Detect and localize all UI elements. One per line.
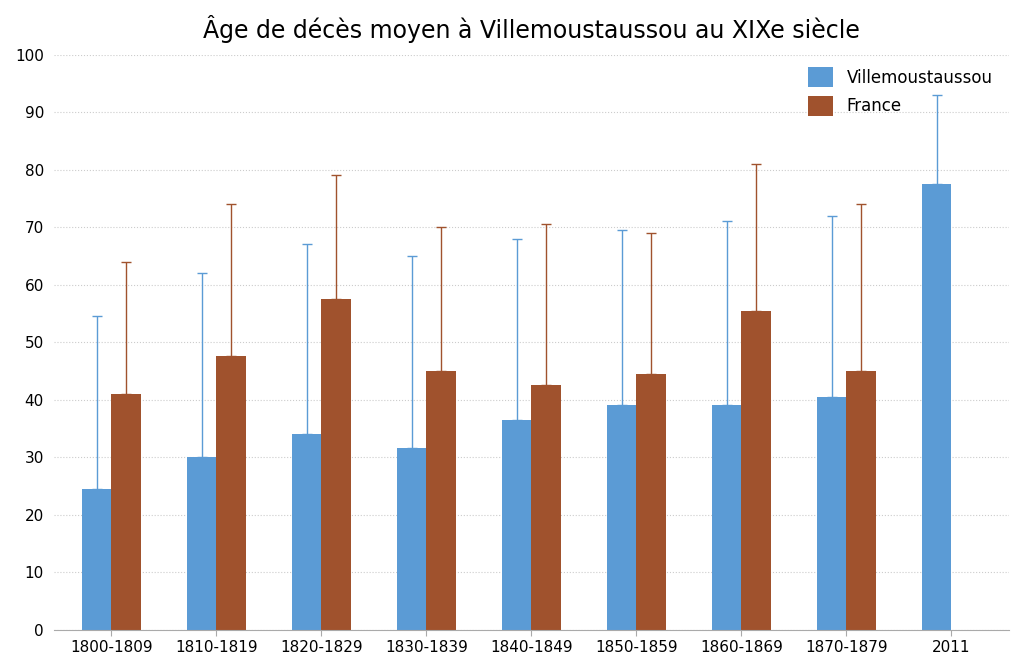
Bar xyxy=(112,394,140,630)
Bar xyxy=(322,299,350,630)
Bar xyxy=(502,419,531,630)
Bar xyxy=(741,310,771,630)
Bar xyxy=(216,356,246,630)
Bar xyxy=(712,405,741,630)
Bar xyxy=(292,434,322,630)
Bar xyxy=(397,448,426,630)
Bar xyxy=(922,184,951,630)
Bar xyxy=(82,488,112,630)
Bar xyxy=(846,371,876,630)
Bar xyxy=(607,405,636,630)
Legend: Villemoustaussou, France: Villemoustaussou, France xyxy=(802,60,999,123)
Title: Âge de décès moyen à Villemoustaussou au XIXe siècle: Âge de décès moyen à Villemoustaussou au… xyxy=(203,15,860,43)
Bar xyxy=(187,457,216,630)
Bar xyxy=(636,374,666,630)
Bar xyxy=(817,397,846,630)
Bar xyxy=(531,385,561,630)
Bar xyxy=(426,371,456,630)
